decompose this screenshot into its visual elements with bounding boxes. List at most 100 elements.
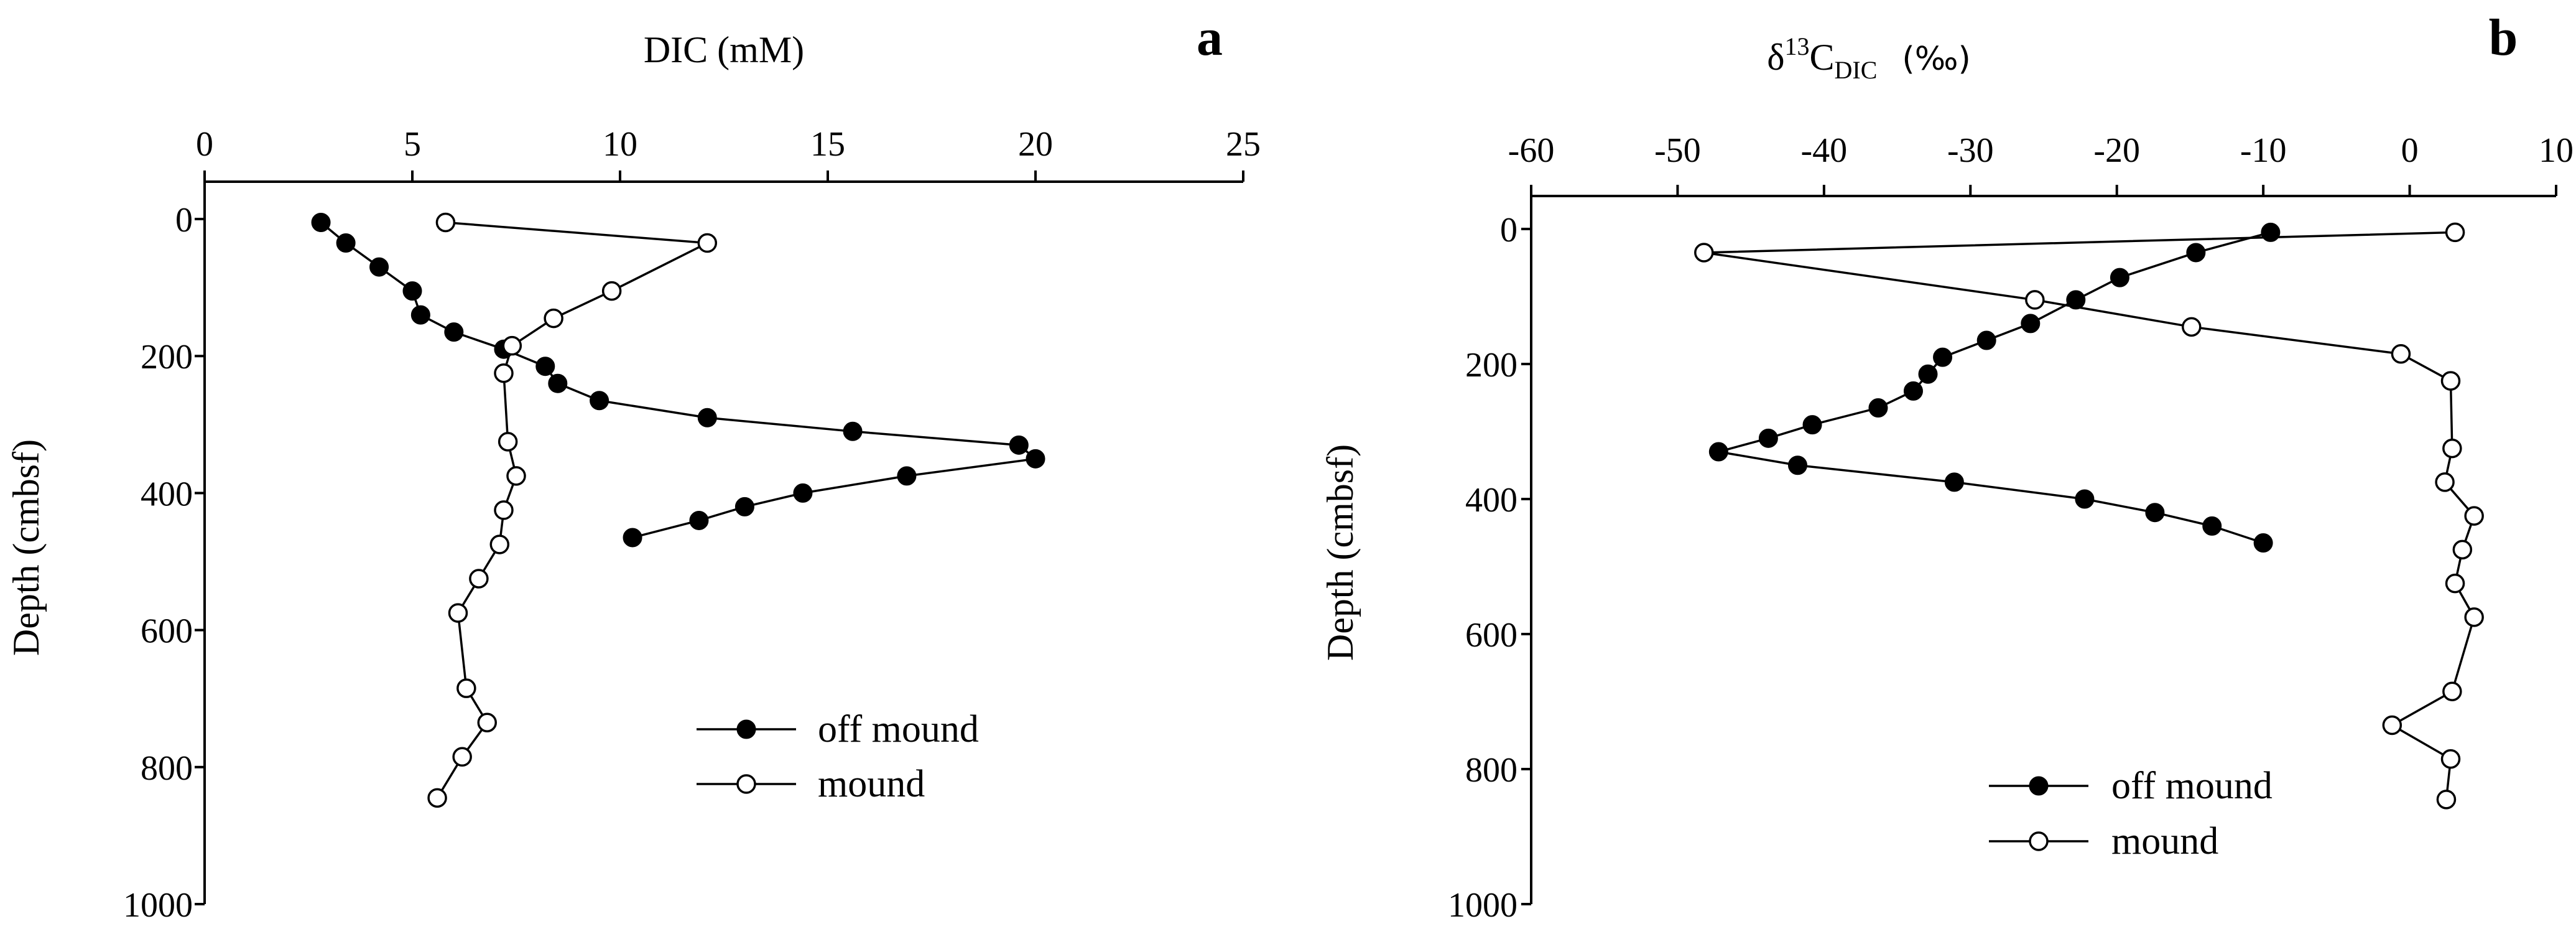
panel-b-mound-point: [2382, 715, 2402, 735]
panel-b-off-mound-line: [1718, 231, 2271, 544]
panel-b-off-mound-point: [2186, 243, 2206, 263]
panel-a-x-tick-label: 25: [1226, 125, 1261, 164]
panel-a-legend-mound-label: mound: [818, 763, 925, 805]
panel-b-x-tick-label: -50: [1654, 131, 1701, 170]
panel-b-mound-point: [2442, 438, 2462, 459]
panel-a-mound-point: [489, 535, 510, 554]
panel-b-off-mound-point: [1708, 442, 1728, 462]
panel-a-off-mound-point: [548, 373, 568, 393]
panel-b-x-tick-label: -40: [1801, 131, 1848, 170]
panel-b-mound-point: [2452, 539, 2473, 560]
panel-b-legend: off mound mound: [1989, 765, 2273, 862]
panel-b-off-mound-point: [2075, 489, 2095, 509]
panel-b-mound-point: [2435, 472, 2455, 492]
panel-a-mound-point: [601, 281, 622, 301]
panel-a-y-tick-label: 600: [141, 612, 193, 651]
panel-a-mound-line: [436, 221, 711, 799]
panel-a-off-mound-point: [402, 281, 422, 301]
panel-b-y-tick-label: 400: [1465, 481, 1517, 520]
panel-b-off-mound-point: [2110, 268, 2129, 287]
panel-b-y-tick-label: 1000: [1448, 886, 1517, 925]
panel-a-mound-point: [448, 603, 468, 623]
panel-a-off-mound-point: [369, 257, 389, 277]
panel-b: δ13CDIC (‰) b Depth (cmbsf) -60 -50 -40 -30-…: [1320, 9, 2574, 925]
panel-a-off-mound-point: [734, 497, 754, 516]
panel-a-x-tick-label: 20: [1018, 125, 1053, 164]
panel-a-mound-point: [435, 212, 456, 233]
panel-a-off-mound-point: [590, 391, 609, 411]
panel-b-off-mound-point: [1944, 472, 1964, 492]
panel-a-y-tick-label: 800: [141, 749, 193, 788]
panel-a-mound-point: [544, 308, 563, 329]
panel-b-legend-off-mound-marker: [2029, 776, 2049, 796]
panel-b-y-tick-label: 200: [1465, 346, 1517, 385]
panel-a-mound-point: [498, 432, 518, 452]
panel-a-y-tick-label: 200: [141, 338, 193, 376]
panel-a-series: [311, 212, 1045, 808]
panel-b-y-tick-label: 600: [1465, 616, 1517, 655]
panel-b-x-axis-title: δ13CDIC (‰): [1767, 32, 1971, 84]
panel-a-mound-point: [469, 569, 489, 589]
panel-a-off-mound-line: [320, 222, 1039, 539]
panel-a-y-ticks: 0 200 400 600 800 1000: [123, 201, 205, 925]
panel-b-y-axis-title: Depth (cmbsf): [1320, 444, 1361, 661]
panel-b-x-tick-label: 0: [2401, 131, 2419, 170]
panel-a-off-mound-point: [444, 322, 464, 342]
panel-a-legend-off-mound-label: off mound: [818, 708, 979, 750]
panel-b-mound-point: [2442, 681, 2462, 701]
panel-b-mound-point: [2391, 343, 2411, 364]
panel-a-y-tick-label: 1000: [123, 886, 193, 925]
panel-a-letter: a: [1197, 9, 1223, 67]
panel-a-off-mound-point: [689, 510, 709, 530]
panel-b-mound-point: [2025, 290, 2045, 310]
panel-a-mound-point: [697, 233, 718, 253]
panel-b-x-title-delta: δ: [1767, 37, 1784, 78]
panel-b-off-mound-point: [1802, 415, 1822, 435]
panel-a-x-tick-label: 0: [196, 125, 213, 164]
panel-a-off-mound-point: [697, 408, 717, 427]
panel-a-legend-off-mound-marker: [736, 719, 756, 739]
panel-b-off-mound-point: [1787, 455, 1807, 475]
panel-b-series: [1694, 222, 2484, 810]
panel-a-mound-point: [502, 335, 522, 356]
panel-a-mound-point: [506, 466, 526, 486]
panel-b-x-tick-label: 10: [2539, 131, 2574, 170]
panel-b-mound-point: [1694, 243, 1714, 263]
panel-b-off-mound-point: [2145, 503, 2165, 523]
panel-b-mound-point: [2440, 749, 2461, 769]
panel-a-y-axis-title: Depth (cmbsf): [6, 439, 47, 656]
panel-a-mound-point: [427, 788, 447, 808]
panel-a-off-mound-point: [311, 213, 331, 233]
panel-b-y-tick-label: 0: [1500, 211, 1517, 250]
panel-b-y-tick-label: 800: [1465, 751, 1517, 790]
panel-a-y-tick-label: 0: [175, 201, 193, 240]
panel-b-off-mound-point: [2253, 533, 2273, 553]
panel-b-mound-line: [1703, 231, 2476, 800]
panel-b-mound-point: [2445, 573, 2465, 594]
panel-b-off-mound-point: [1918, 364, 1938, 384]
panel-b-x-title-sup: 13: [1785, 32, 1810, 60]
panel-b-x-tick-label: -10: [2240, 131, 2287, 170]
panel-a-off-mound-point: [336, 233, 356, 253]
panel-a-mound-point: [477, 712, 497, 732]
panel-a-off-mound-point: [843, 421, 863, 441]
panel-b-mound-point: [2182, 317, 2202, 337]
panel-b-mound-point: [2464, 506, 2484, 526]
panel-b-x-title-c: C: [1810, 37, 1835, 78]
panel-a-off-mound-point: [535, 357, 555, 376]
panel-b-off-mound-point: [2202, 516, 2222, 536]
panel-a-off-mound-point: [1009, 435, 1029, 455]
panel-b-mound-point: [2436, 790, 2457, 810]
panel-b-off-mound-point: [1933, 347, 1953, 367]
panel-b-y-ticks: 0 200 400 600 800 1000: [1448, 211, 1531, 925]
panel-a-off-mound-point: [793, 483, 813, 503]
panel-a-mound-point: [494, 363, 514, 383]
panel-a-x-tick-label: 10: [603, 125, 637, 164]
panel-b-off-mound-point: [2066, 290, 2086, 310]
panel-a-legend: off mound mound: [697, 708, 979, 805]
panel-a-x-ticks: 0 5 10 15 20 25: [196, 125, 1261, 182]
panel-b-x-tick-label: -30: [1947, 131, 1994, 170]
panel-a-x-tick-label: 15: [810, 125, 845, 164]
panel-b-x-title-sub: DIC: [1835, 56, 1878, 84]
